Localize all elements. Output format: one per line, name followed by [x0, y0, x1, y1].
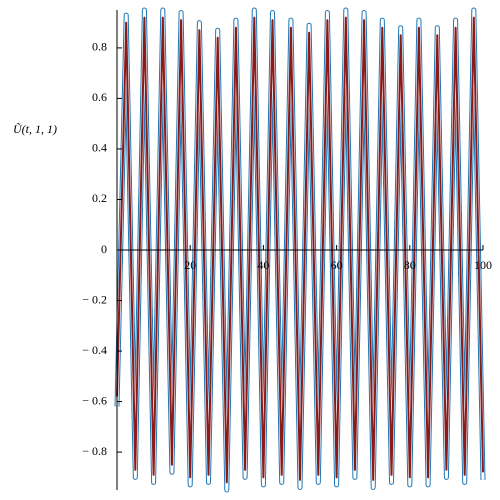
y-axis-label: Ũ(t, 1, 1)	[13, 122, 57, 136]
y-tick-label: 0.8	[92, 40, 107, 54]
x-tick-label: 80	[404, 258, 416, 272]
y-tick-label: − 0.2	[82, 292, 107, 306]
y-tick-label: 0.2	[92, 191, 107, 205]
y-tick-label: 0	[101, 242, 107, 256]
y-tick-label: − 0.6	[82, 393, 107, 407]
x-tick-label: 100	[474, 258, 492, 272]
x-tick-label: 40	[257, 258, 269, 272]
series-line	[116, 16, 484, 484]
x-tick-label: 20	[184, 258, 196, 272]
y-tick-label: − 0.4	[82, 343, 107, 357]
y-tick-label: 0.6	[92, 90, 107, 104]
y-tick-label: − 0.8	[82, 444, 107, 458]
x-tick-label: 60	[331, 258, 343, 272]
y-tick-label: 0.4	[92, 141, 107, 155]
